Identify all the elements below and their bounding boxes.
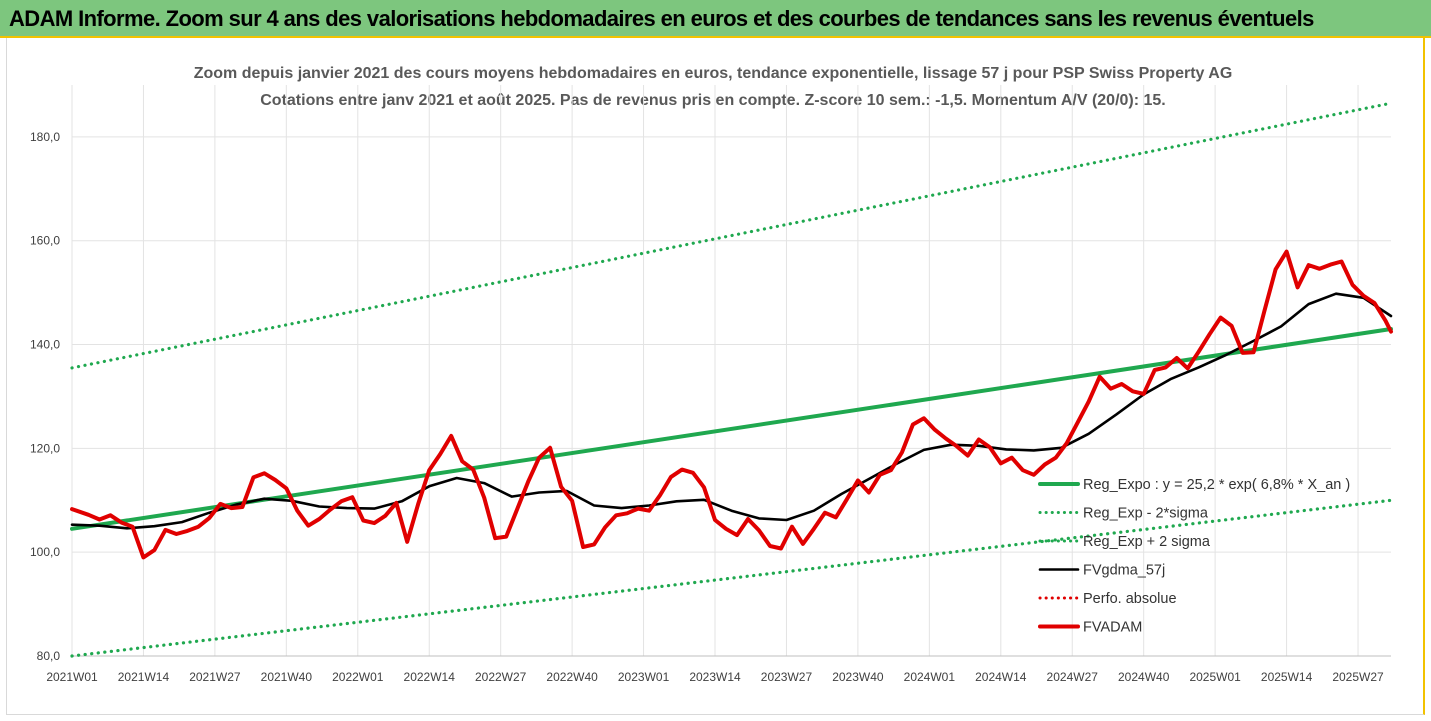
series-line-reg-exp-2-sigma [70,101,1393,370]
x-tick-label: 2023W27 [761,670,813,684]
y-tick-label: 80,0 [37,649,61,663]
report-banner-title: ADAM Informe. Zoom sur 4 ans des valoris… [9,6,1314,31]
x-tick-label: 2023W14 [689,670,741,684]
grid [71,85,1391,657]
y-tick-label: 180,0 [30,130,60,144]
x-tick-label: 2022W27 [475,670,527,684]
chart-frame [6,38,1425,715]
x-tick-label: 2022W01 [332,670,384,684]
y-tick-label: 120,0 [30,441,60,455]
legend-label: Reg_Exp - 2*sigma [1083,506,1209,522]
x-tick-label: 2021W01 [46,670,98,684]
legend-label: Perfo. absolue [1083,591,1177,607]
x-tick-label: 2022W14 [404,670,456,684]
x-tick-label: 2025W14 [1261,670,1313,684]
chart-title: Zoom depuis janvier 2021 des cours moyen… [194,65,1233,82]
x-axis: 2021W01 2021W14 2021W27 2021W40 2022W01 2022W… [46,670,1384,684]
y-axis: 80,0 100,0 120,0 140,0 160,0 180,0 [30,130,60,663]
x-tick-label: 2023W40 [832,670,884,684]
x-tick-label: 2024W27 [1047,670,1099,684]
x-tick-label: 2025W01 [1189,670,1241,684]
legend-label: FVADAM [1083,620,1142,636]
legend: Reg_Expo : y = 25,2 * exp( 6,8% * X_an )… [1038,477,1350,636]
y-tick-label: 100,0 [30,545,60,559]
legend-label: Reg_Expo : y = 25,2 * exp( 6,8% * X_an ) [1083,477,1350,493]
legend-label: FVgdma_57j [1083,563,1165,579]
y-tick-label: 160,0 [30,234,60,248]
x-tick-label: 2022W40 [546,670,598,684]
x-tick-label: 2023W01 [618,670,670,684]
series-line-fvadam [70,249,1393,560]
x-tick-label: 2021W27 [189,670,241,684]
x-tick-label: 2021W40 [261,670,313,684]
series-line-fvgdma-57j [70,292,1393,530]
x-tick-label: 2021W14 [118,670,170,684]
x-tick-label: 2025W27 [1332,670,1384,684]
plot-area [70,101,1393,658]
x-tick-label: 2024W14 [975,670,1027,684]
chart-subtitle: Cotations entre janv 2021 et août 2025. … [260,92,1166,109]
x-tick-label: 2024W40 [1118,670,1170,684]
report-banner: ADAM Informe. Zoom sur 4 ans des valoris… [0,0,1431,38]
x-tick-label: 2024W01 [904,670,956,684]
legend-label: Reg_Exp + 2 sigma [1083,534,1211,550]
series-line-reg-exp-2-sigma [70,498,1393,658]
y-tick-label: 140,0 [30,338,60,352]
